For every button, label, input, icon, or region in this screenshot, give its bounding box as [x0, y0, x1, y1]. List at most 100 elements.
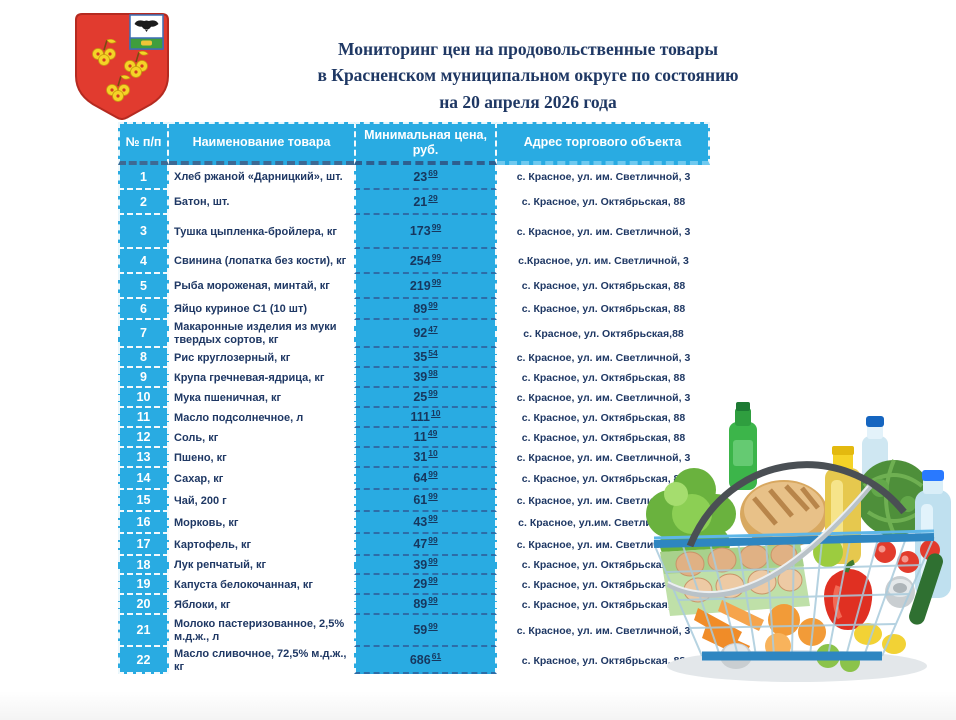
tomatoes-icon [874, 540, 940, 573]
store-address: с. Красное, ул. Октябрьская, 88 [521, 371, 686, 384]
price-kopecks: 99 [431, 222, 442, 232]
table-row: 1 Хлеб ржаной «Дарницкий», шт. 23 69 с. Крас… [118, 165, 710, 190]
product-price: 39 98 [354, 368, 497, 388]
product-price: 39 99 [354, 556, 497, 575]
store-address: с. Красное, ул. Октябрьская, 88 [521, 654, 686, 667]
table-row: 9 Крупа гречневая-ядрица, кг 39 98 с. Красно… [118, 368, 710, 388]
product-name: Рыба мороженая, минтай, кг [174, 280, 330, 293]
row-number: 11 [118, 408, 169, 428]
row-number: 3 [118, 215, 169, 249]
store-address: с. Красное, ул. Октябрьская, 88 [521, 578, 686, 591]
price-kopecks: 99 [428, 491, 438, 501]
row-number: 5 [118, 274, 169, 299]
row-number: 6 [118, 299, 169, 320]
product-name: Яйцо куриное С1 (10 шт) [174, 303, 307, 316]
product-name: Капуста белокочанная, кг [174, 578, 313, 591]
row-number: 19 [118, 575, 169, 595]
product-price: 89 99 [354, 299, 497, 320]
price-rubles: 89 [413, 597, 428, 611]
store-address: с. Красное, ул. им. Светличной, 3 [516, 351, 691, 364]
price-kopecks: 99 [428, 555, 438, 566]
product-price: 111 10 [354, 408, 497, 428]
header-store-address: Адрес торгового объекта [497, 122, 710, 165]
product-name: Хлеб ржаной «Дарницкий», шт. [174, 171, 343, 184]
product-price: 47 99 [354, 534, 497, 556]
price-kopecks: 99 [428, 513, 438, 523]
basket-handle-icon [686, 461, 907, 548]
green-bottle-icon [729, 402, 757, 490]
product-name: Молоко пастеризованное, 2,5% м.д.ж., л [174, 618, 345, 643]
price-kopecks: 61 [431, 650, 442, 661]
price-kopecks: 99 [431, 276, 442, 287]
product-name: Сахар, кг [174, 472, 224, 485]
header-min-price: Минимальная цена, руб. [354, 122, 497, 165]
table-row: 8 Рис круглозерный, кг 35 54 с. Красное, ул.… [118, 348, 710, 368]
price-rubles: 92 [413, 326, 428, 340]
store-address: с. Красное, ул. им. Светличной, 3 [516, 171, 691, 184]
grocery-basket-illustration [646, 402, 951, 682]
page-title: Мониторинг цен на продовольственные това… [228, 36, 828, 115]
table-row: 12 Соль, кг 11 49 с. Красное, ул. Октябрьска… [118, 428, 710, 448]
table-row: 13 Пшено, кг 31 10 с. Красное, ул. им. Светл… [118, 448, 710, 468]
product-price: 64 99 [354, 468, 497, 490]
title-line-2: в Красненском муниципальном округе по со… [317, 65, 739, 86]
price-kopecks: 99 [428, 535, 438, 545]
row-number: 20 [118, 595, 169, 615]
store-address: с. Красное, ул. Октябрьская, 88 [521, 196, 686, 209]
table-row: 21 Молоко пастеризованное, 2,5% м.д.ж., л… [118, 615, 710, 647]
row-number: 7 [118, 320, 169, 348]
product-price: 173 99 [354, 215, 497, 249]
price-rubles: 43 [413, 515, 428, 529]
coat-of-arms-icon [75, 13, 169, 120]
bread-icon [740, 480, 828, 548]
table-row: 20 Яблоки, кг 89 99 с. Красное, ул. Октябрьс… [118, 595, 710, 615]
price-kopecks: 49 [427, 428, 438, 438]
store-address: с. Красное, ул. им. Светличной, 3 [516, 225, 691, 238]
product-price: 254 99 [354, 249, 497, 274]
store-address: с. Красное, ул. Октябрьская, 88 [521, 559, 686, 572]
product-price: 31 10 [354, 448, 497, 468]
product-name: Рис круглозерный, кг [174, 351, 291, 364]
price-kopecks: 10 [428, 448, 438, 458]
table-row: 5 Рыба мороженая, минтай, кг 219 99 с. Красн… [118, 274, 710, 299]
product-name: Чай, 200 г [174, 494, 227, 507]
product-name: Масло подсолнечное, л [174, 411, 304, 424]
table-header-row: № п/п Наименование товара Минимальная це… [118, 122, 710, 165]
price-kopecks: 99 [428, 388, 438, 398]
price-rubles: 23 [413, 169, 428, 184]
price-rubles: 686 [409, 652, 431, 667]
row-number: 8 [118, 348, 169, 368]
price-rubles: 35 [413, 350, 428, 364]
table-row: 19 Капуста белокочанная, кг 29 99 с. Красное… [118, 575, 710, 595]
product-price: 61 99 [354, 490, 497, 512]
product-name: Батон, шт. [174, 196, 230, 209]
product-price: 59 99 [354, 615, 497, 647]
price-kopecks: 99 [428, 575, 438, 585]
product-price: 21 29 [354, 190, 497, 215]
product-name: Пшено, кг [174, 451, 227, 464]
price-kopecks: 54 [428, 348, 438, 358]
price-rubles: 39 [413, 557, 428, 572]
store-address: с. Красное, ул. им. Светличной, 3 [516, 624, 691, 637]
price-kopecks: 99 [431, 251, 442, 262]
price-rubles: 59 [413, 623, 428, 637]
store-address: с. Красное, ул. Октябрьская, 88 [521, 280, 686, 293]
product-name: Крупа гречневая-ядрица, кг [174, 371, 325, 384]
price-kopecks: 10 [431, 408, 441, 418]
row-number: 16 [118, 512, 169, 534]
row-number: 9 [118, 368, 169, 388]
row-number: 21 [118, 615, 169, 647]
product-name: Мука пшеничная, кг [174, 391, 282, 404]
price-kopecks: 99 [428, 469, 438, 479]
header-product-name: Наименование товара [169, 122, 354, 165]
table-row: 15 Чай, 200 г 61 99 с. Красное, ул. им. Свет… [118, 490, 710, 512]
price-rubles: 61 [413, 493, 428, 507]
row-number: 14 [118, 468, 169, 490]
product-price: 25 99 [354, 388, 497, 408]
store-address: с. Красное, ул. Октябрьская, 88 [521, 472, 686, 485]
product-name: Макаронные изделия из муки твердых сорто… [174, 321, 337, 346]
price-kopecks: 99 [428, 595, 438, 605]
table-row: 18 Лук репчатый, кг 39 99 с. Красное, ул. Ок… [118, 556, 710, 575]
cucumber-icon [909, 553, 943, 625]
store-address: с. Красное, ул. им. Светличной, 3 [516, 391, 691, 404]
